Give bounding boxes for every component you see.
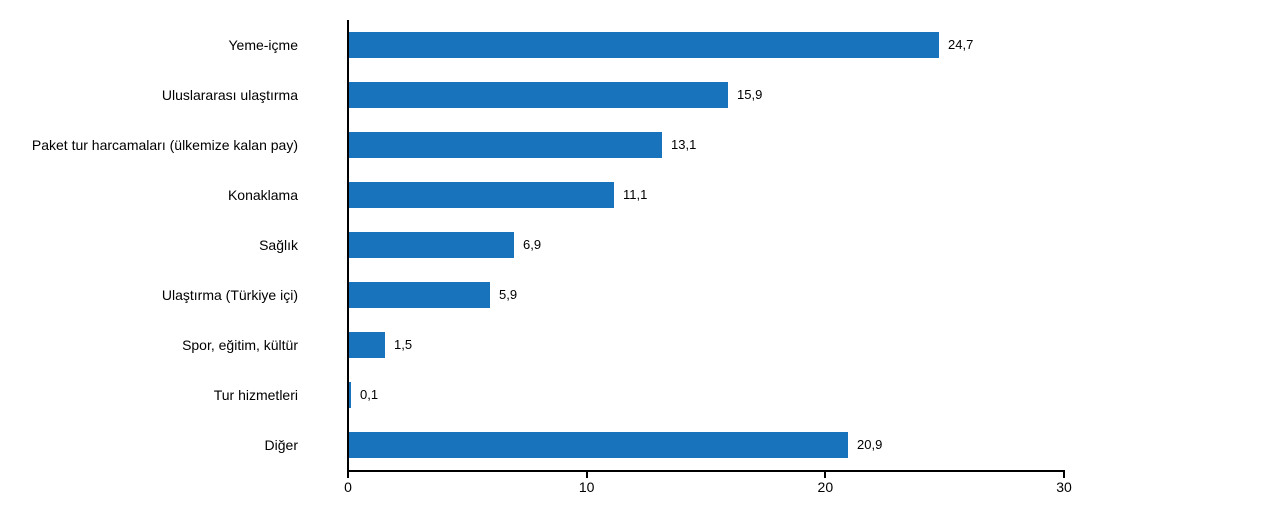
value-label: 24,7 — [948, 37, 974, 52]
category-label: Spor, eğitim, kültür — [182, 337, 298, 353]
category-label: Sağlık — [259, 237, 298, 253]
bar — [349, 232, 514, 258]
bar — [349, 82, 728, 108]
category-label: Ulaştırma (Türkiye içi) — [161, 287, 298, 303]
bar — [349, 132, 662, 158]
category-label: Paket tur harcamaları (ülkemize kalan pa… — [31, 137, 298, 153]
value-label: 5,9 — [499, 287, 518, 302]
x-axis-tick-label: 0 — [344, 479, 352, 495]
bar — [349, 382, 351, 408]
x-axis-tick-label: 30 — [1056, 479, 1072, 495]
value-label: 20,9 — [857, 437, 883, 452]
x-axis-tick — [585, 472, 588, 478]
x-axis-tick-label: 10 — [578, 479, 595, 495]
category-label: Yeme-içme — [228, 37, 298, 53]
y-axis-line — [347, 20, 349, 472]
category-label: Diğer — [264, 437, 298, 453]
x-axis-tick — [824, 472, 827, 478]
value-label: 15,9 — [737, 87, 763, 102]
category-label: Uluslararası ulaştırma — [161, 87, 298, 103]
value-label: 1,5 — [394, 337, 413, 352]
value-label: 11,1 — [623, 187, 648, 202]
bar — [349, 32, 939, 58]
value-label: 13,1 — [671, 137, 697, 152]
x-axis-tick — [347, 472, 349, 478]
bar — [349, 182, 614, 208]
bar — [349, 432, 848, 458]
value-label: 0,1 — [360, 387, 379, 402]
category-label: Tur hizmetleri — [213, 387, 298, 403]
x-axis-tick — [1063, 472, 1065, 478]
bar — [349, 332, 385, 358]
value-label: 6,9 — [523, 237, 542, 252]
x-axis-line — [347, 470, 1065, 472]
category-label: Konaklama — [227, 187, 298, 203]
x-axis-tick-label: 20 — [817, 479, 834, 495]
bar — [349, 282, 490, 308]
